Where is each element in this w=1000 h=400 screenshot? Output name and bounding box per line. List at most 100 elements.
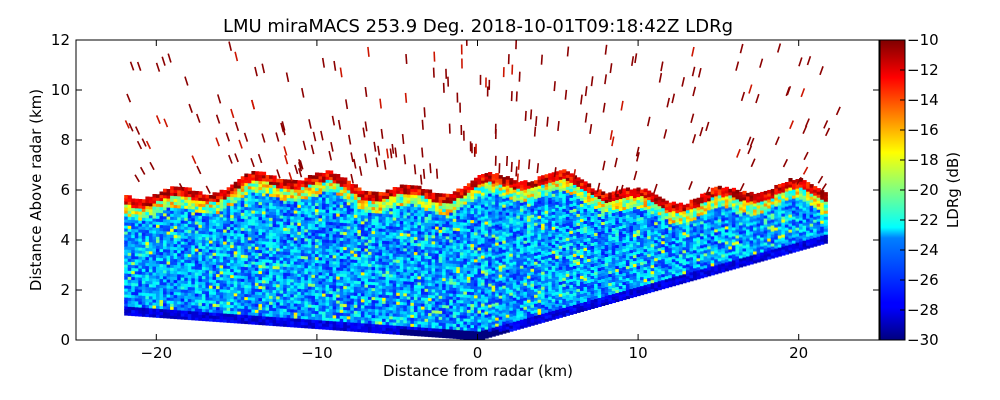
ldr-cell [279, 314, 284, 318]
ldr-cell [428, 276, 433, 281]
ldr-cell [353, 220, 358, 224]
ldr-cell [177, 303, 182, 308]
ldr-cell [435, 301, 440, 305]
ldr-cell [466, 216, 472, 220]
ldr-cell [481, 264, 486, 268]
ldr-cell [406, 263, 411, 267]
ldr-cell [152, 302, 157, 306]
ldr-cell [247, 290, 252, 295]
ldr-cell [329, 242, 334, 247]
ldr-cell [466, 240, 472, 244]
ldr-cell [279, 230, 284, 234]
ldr-cell [247, 317, 252, 322]
ldr-cell [456, 236, 461, 241]
ldr-cell [350, 298, 355, 302]
ldr-cell [466, 276, 472, 280]
ldr-cell [420, 255, 426, 259]
ldr-cell [484, 335, 489, 339]
ldr-cell [152, 209, 157, 213]
ldr-cell [424, 285, 429, 289]
ldr-cell [279, 287, 284, 291]
ldr-cell [466, 303, 472, 307]
ldr-cell [332, 323, 337, 328]
ldr-cell [473, 267, 479, 272]
ldr-cell [269, 313, 274, 317]
ldr-cell [163, 191, 168, 196]
ldr-cell [297, 183, 302, 187]
ldr-cell [413, 320, 419, 325]
ldr-cell [187, 217, 192, 222]
ldr-cell [216, 258, 221, 263]
ldr-cell [297, 255, 302, 259]
ldr-cell [343, 264, 348, 269]
ldr-cell [272, 202, 277, 207]
ldr-cell [481, 273, 486, 277]
ldr-cell [449, 305, 454, 309]
ldr-cell [205, 194, 210, 199]
ldr-cell [364, 251, 369, 255]
ldr-cell [290, 194, 295, 199]
ldr-cell [406, 203, 411, 207]
ldr-cell [223, 193, 228, 197]
ldr-cell [329, 206, 334, 211]
ldr-cell [399, 316, 404, 321]
ldr-cell [318, 202, 323, 207]
ldr-cell [336, 264, 341, 268]
ldr-cell [410, 287, 415, 291]
ldr-cell [488, 211, 493, 215]
ldr-cell [219, 195, 224, 200]
ldr-cell [293, 288, 298, 292]
ldr-cell [403, 289, 408, 294]
ldr-cell [226, 238, 231, 242]
ldr-cell [350, 328, 355, 332]
ldr-cell [148, 301, 154, 306]
ldr-cell [438, 325, 443, 329]
ldr-cell [141, 211, 146, 215]
ldr-cell [442, 226, 447, 231]
ldr-cell [208, 267, 214, 271]
ldr-cell [254, 279, 260, 283]
ldr-cell [166, 246, 171, 250]
ldr-cell [279, 188, 284, 192]
ldr-cell [339, 210, 344, 214]
ldr-cell [297, 303, 302, 307]
ldr-cell [265, 322, 270, 326]
ldr-cell [413, 269, 419, 274]
ldr-cell [339, 252, 344, 256]
ldr-cell [456, 197, 461, 202]
ldr-cell [435, 334, 440, 338]
ldr-cell [177, 255, 182, 260]
ldr-cell [399, 238, 404, 243]
ldr-cell [237, 224, 242, 228]
ldr-cell [329, 305, 334, 310]
ldr-cell [297, 228, 302, 232]
ldr-cell [177, 204, 182, 209]
ldr-cell [332, 245, 337, 250]
ldr-cell [276, 190, 281, 195]
ldr-cell [240, 287, 245, 291]
ldr-cell [470, 192, 475, 197]
ldr-cell [452, 317, 457, 321]
ldr-cell [488, 325, 493, 329]
ldr-cell [336, 321, 341, 325]
ldr-cell [208, 216, 214, 220]
ldr-cell [406, 191, 411, 195]
ldr-cell [406, 332, 411, 336]
ldr-cell [163, 242, 168, 247]
ldr-cell [155, 284, 161, 288]
ldr-cell [283, 200, 288, 204]
ldr-cell [148, 265, 154, 270]
ldr-cell [438, 235, 443, 239]
ldr-cell [332, 281, 337, 286]
ldr-cell [138, 256, 143, 260]
ldr-cell [491, 267, 496, 271]
ldr-cell [357, 250, 362, 255]
ldr-cell [131, 258, 136, 263]
ldr-cell [449, 236, 454, 240]
ldr-cell [325, 314, 330, 318]
ldr-cell [442, 217, 447, 222]
ldr-cell [399, 202, 404, 207]
ldr-cell [173, 312, 178, 317]
ldr-cell [283, 284, 288, 288]
ldr-cell [470, 279, 475, 284]
